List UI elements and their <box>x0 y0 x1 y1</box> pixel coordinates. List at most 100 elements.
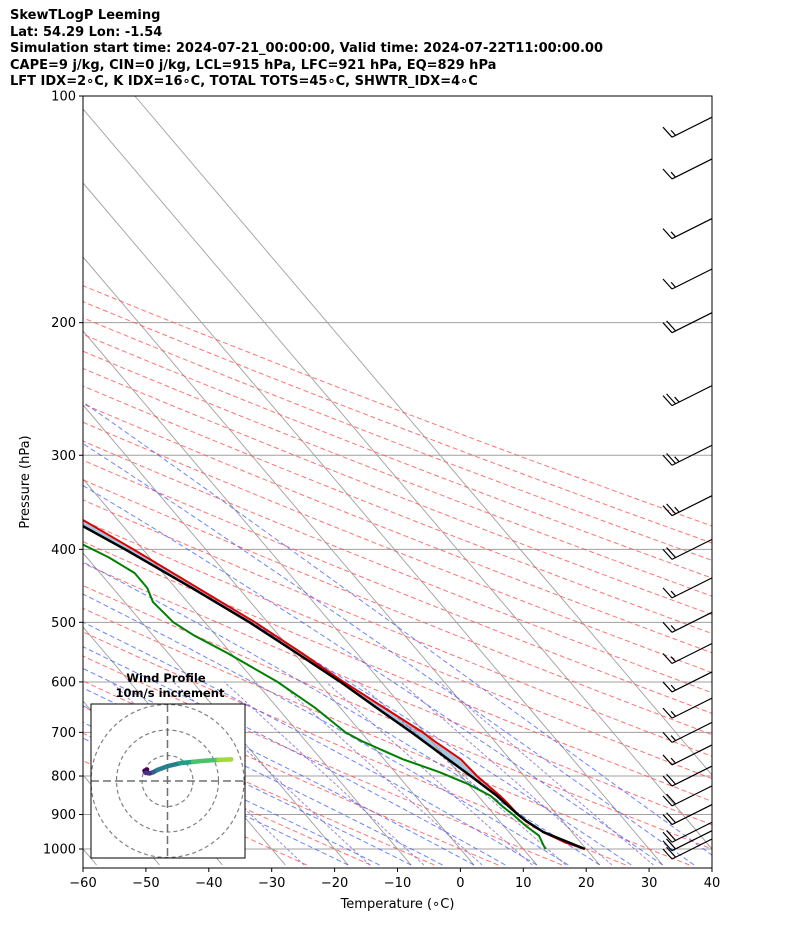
wind-barb-flag <box>670 281 677 288</box>
wind-barb <box>662 385 713 407</box>
hodograph-title: Wind Profile <box>126 671 206 685</box>
dry-adiabat-line <box>83 584 712 850</box>
dry-adiabat-line <box>83 732 371 866</box>
dewpoint-line <box>83 543 547 850</box>
wind-barb-flag <box>662 505 673 517</box>
wind-barb-flag <box>670 710 677 717</box>
wind-barb <box>662 697 713 719</box>
hodograph-inset: Wind Profile 10m/s increment <box>90 671 246 859</box>
wind-barb-flag <box>662 731 673 743</box>
wind-barb-flag <box>662 840 673 852</box>
wind-barb <box>662 830 713 852</box>
wind-barb <box>662 821 713 843</box>
wind-barb-staff <box>671 671 713 693</box>
dry-adiabat-line <box>83 541 712 802</box>
temperature-line <box>83 518 586 850</box>
x-tick-label: 20 <box>578 876 595 891</box>
wind-barb <box>662 671 713 693</box>
wind-barb-flag <box>662 707 673 719</box>
wind-barb-flag <box>662 168 673 180</box>
wind-barb-flag <box>662 653 673 664</box>
profile-lines <box>83 518 586 851</box>
wind-barb-staff <box>671 116 713 138</box>
isotherm-line <box>83 182 664 866</box>
moist-adiabat-line <box>83 561 601 866</box>
y-tick-label: 300 <box>51 449 76 464</box>
wind-barb-flag <box>670 735 677 741</box>
y-tick-label: 200 <box>51 316 76 331</box>
y-tick-label: 500 <box>51 616 76 631</box>
x-tick-label: −20 <box>321 876 348 891</box>
isotherm-line <box>83 108 712 850</box>
wind-barb-flag <box>670 171 677 178</box>
isotherm-line <box>83 256 601 866</box>
mixing-ratio-line <box>357 681 567 866</box>
x-axis-label: Temperature (∘C) <box>340 897 455 912</box>
wind-barb-staff <box>671 697 713 719</box>
wind-barb <box>662 577 713 599</box>
title-block: SkewTLogP Leeming Lat: 54.29 Lon: -1.54 … <box>10 8 603 91</box>
wind-barb-flag <box>670 590 677 597</box>
wind-barb <box>662 744 713 766</box>
title-line-3: Simulation start time: 2024-07-21_00:00:… <box>10 41 603 56</box>
wind-barb-flag <box>662 814 673 825</box>
moist-adiabat-line <box>83 721 380 866</box>
wind-barb-staff <box>671 642 713 665</box>
wind-barb-staff <box>671 158 713 180</box>
wind-barb <box>662 838 713 860</box>
wind-barb-flag <box>662 322 673 334</box>
dry-adiabat-line <box>83 367 712 616</box>
moist-adiabat-line <box>83 705 412 866</box>
wind-barb-flag <box>662 848 673 860</box>
x-tick-label: 0 <box>456 876 464 891</box>
wind-barb-staff <box>671 218 713 240</box>
y-tick-label: 600 <box>51 675 76 690</box>
mixing-ratio-line <box>439 681 654 866</box>
wind-barb <box>662 116 713 138</box>
cape-fill <box>83 519 585 849</box>
wind-barb-flag <box>666 773 677 785</box>
wind-barb-staff <box>671 744 713 766</box>
wind-barbs <box>662 116 713 860</box>
wind-barb-flag <box>662 126 673 138</box>
cape-region <box>83 519 585 849</box>
dry-adiabat-line <box>83 285 712 527</box>
wind-barb-staff <box>671 721 713 743</box>
wind-barb <box>662 538 713 560</box>
x-tick-label: −40 <box>195 876 222 891</box>
wind-barb-flag <box>666 846 677 858</box>
wind-barb <box>662 804 713 826</box>
wind-barb-flag <box>662 795 673 807</box>
wind-barb-flag <box>666 503 677 515</box>
dry-adiabat-line <box>83 440 712 694</box>
axes: −60 −50 −40 −30 −20 −10 0 10 20 30 40 1000 900 800 700… <box>43 90 720 892</box>
y-tick-label: 400 <box>51 543 76 558</box>
title-line-4: CAPE=9 j/kg, CIN=0 j/kg, LCL=915 hPa, LF… <box>10 57 497 73</box>
wind-barb-flag <box>666 838 677 850</box>
y-tick-label: 700 <box>51 726 76 741</box>
moist-adiabat-line <box>83 593 569 866</box>
moist-adiabat-line <box>83 621 538 866</box>
wind-barb-staff <box>671 312 713 334</box>
x-tick-label: 30 <box>641 876 658 891</box>
wind-barb-flag <box>670 129 677 136</box>
wind-barb-flag <box>662 395 673 407</box>
wind-barb <box>662 721 713 743</box>
wind-barb <box>662 642 713 665</box>
wind-barb <box>662 268 713 290</box>
wind-barb-flag <box>662 775 673 787</box>
dry-adiabat-line <box>83 459 712 714</box>
hodograph-frame <box>90 703 246 859</box>
wind-barb-staff <box>671 838 713 860</box>
wind-barb-staff <box>671 821 713 843</box>
x-tick-label: −10 <box>384 876 411 891</box>
y-tick-label: 100 <box>51 90 76 105</box>
wind-barb-staff <box>671 830 713 852</box>
title-line-2: Lat: 54.29 Lon: -1.54 <box>10 24 163 40</box>
wind-barb-flag <box>666 812 677 824</box>
mixing-ratio-line <box>278 681 483 866</box>
wind-barb <box>662 785 713 807</box>
wind-barb-flag <box>662 228 673 239</box>
moist-adiabat-line <box>83 443 695 866</box>
dry-adiabat-line <box>83 350 712 597</box>
